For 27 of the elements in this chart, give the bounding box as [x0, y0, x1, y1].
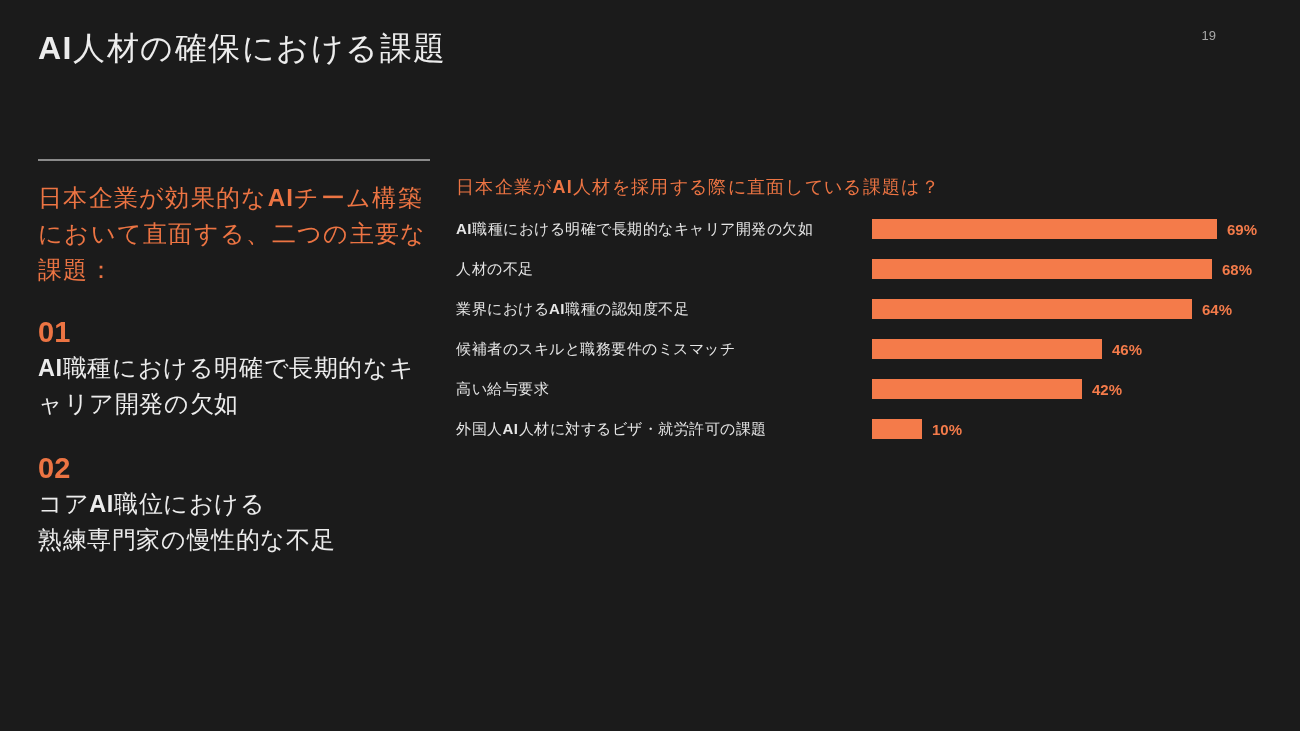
text: 熟練専門家の慢性的な不足 — [38, 525, 336, 556]
text: AI職種における明確で長期的なキャリア開発の欠如 — [38, 353, 416, 420]
data-label: 10% — [932, 420, 963, 438]
y-tick-label: 候補者のスキルと職務要件のミスマッチ — [456, 340, 735, 358]
y-tick-label: AI職種における明確で長期的なキャリア開発の欠如 — [456, 220, 813, 238]
bar — [872, 299, 1192, 319]
y-tick-label: 高い給与要求 — [456, 380, 549, 398]
text: AI人材の確保における課題 — [38, 28, 447, 68]
text: 02 — [38, 452, 71, 484]
data-label: 64% — [1202, 300, 1233, 318]
data-label: 42% — [1092, 380, 1123, 398]
text: 日本企業がAI人材を採用する際に直面している課題は？ — [456, 176, 940, 197]
bar — [872, 379, 1082, 399]
data-label: 68% — [1222, 260, 1253, 278]
bar — [872, 419, 922, 439]
bar — [872, 219, 1217, 239]
y-tick-label: 外国人AI人材に対するビザ・就労許可の課題 — [456, 420, 767, 438]
text: 日本企業が効果的なAIチーム構築において直面する、二つの主要な課題： — [38, 183, 428, 286]
data-label: 69% — [1227, 220, 1258, 238]
bar — [872, 259, 1212, 279]
y-tick-label: 業界におけるAI職種の認知度不足 — [456, 300, 689, 318]
text: コアAI職位における — [38, 489, 267, 520]
text: 01 — [38, 316, 71, 348]
y-tick-label: 人材の不足 — [456, 260, 534, 278]
data-label: 46% — [1112, 340, 1143, 358]
bar — [872, 339, 1102, 359]
text: 19 — [1201, 28, 1216, 43]
